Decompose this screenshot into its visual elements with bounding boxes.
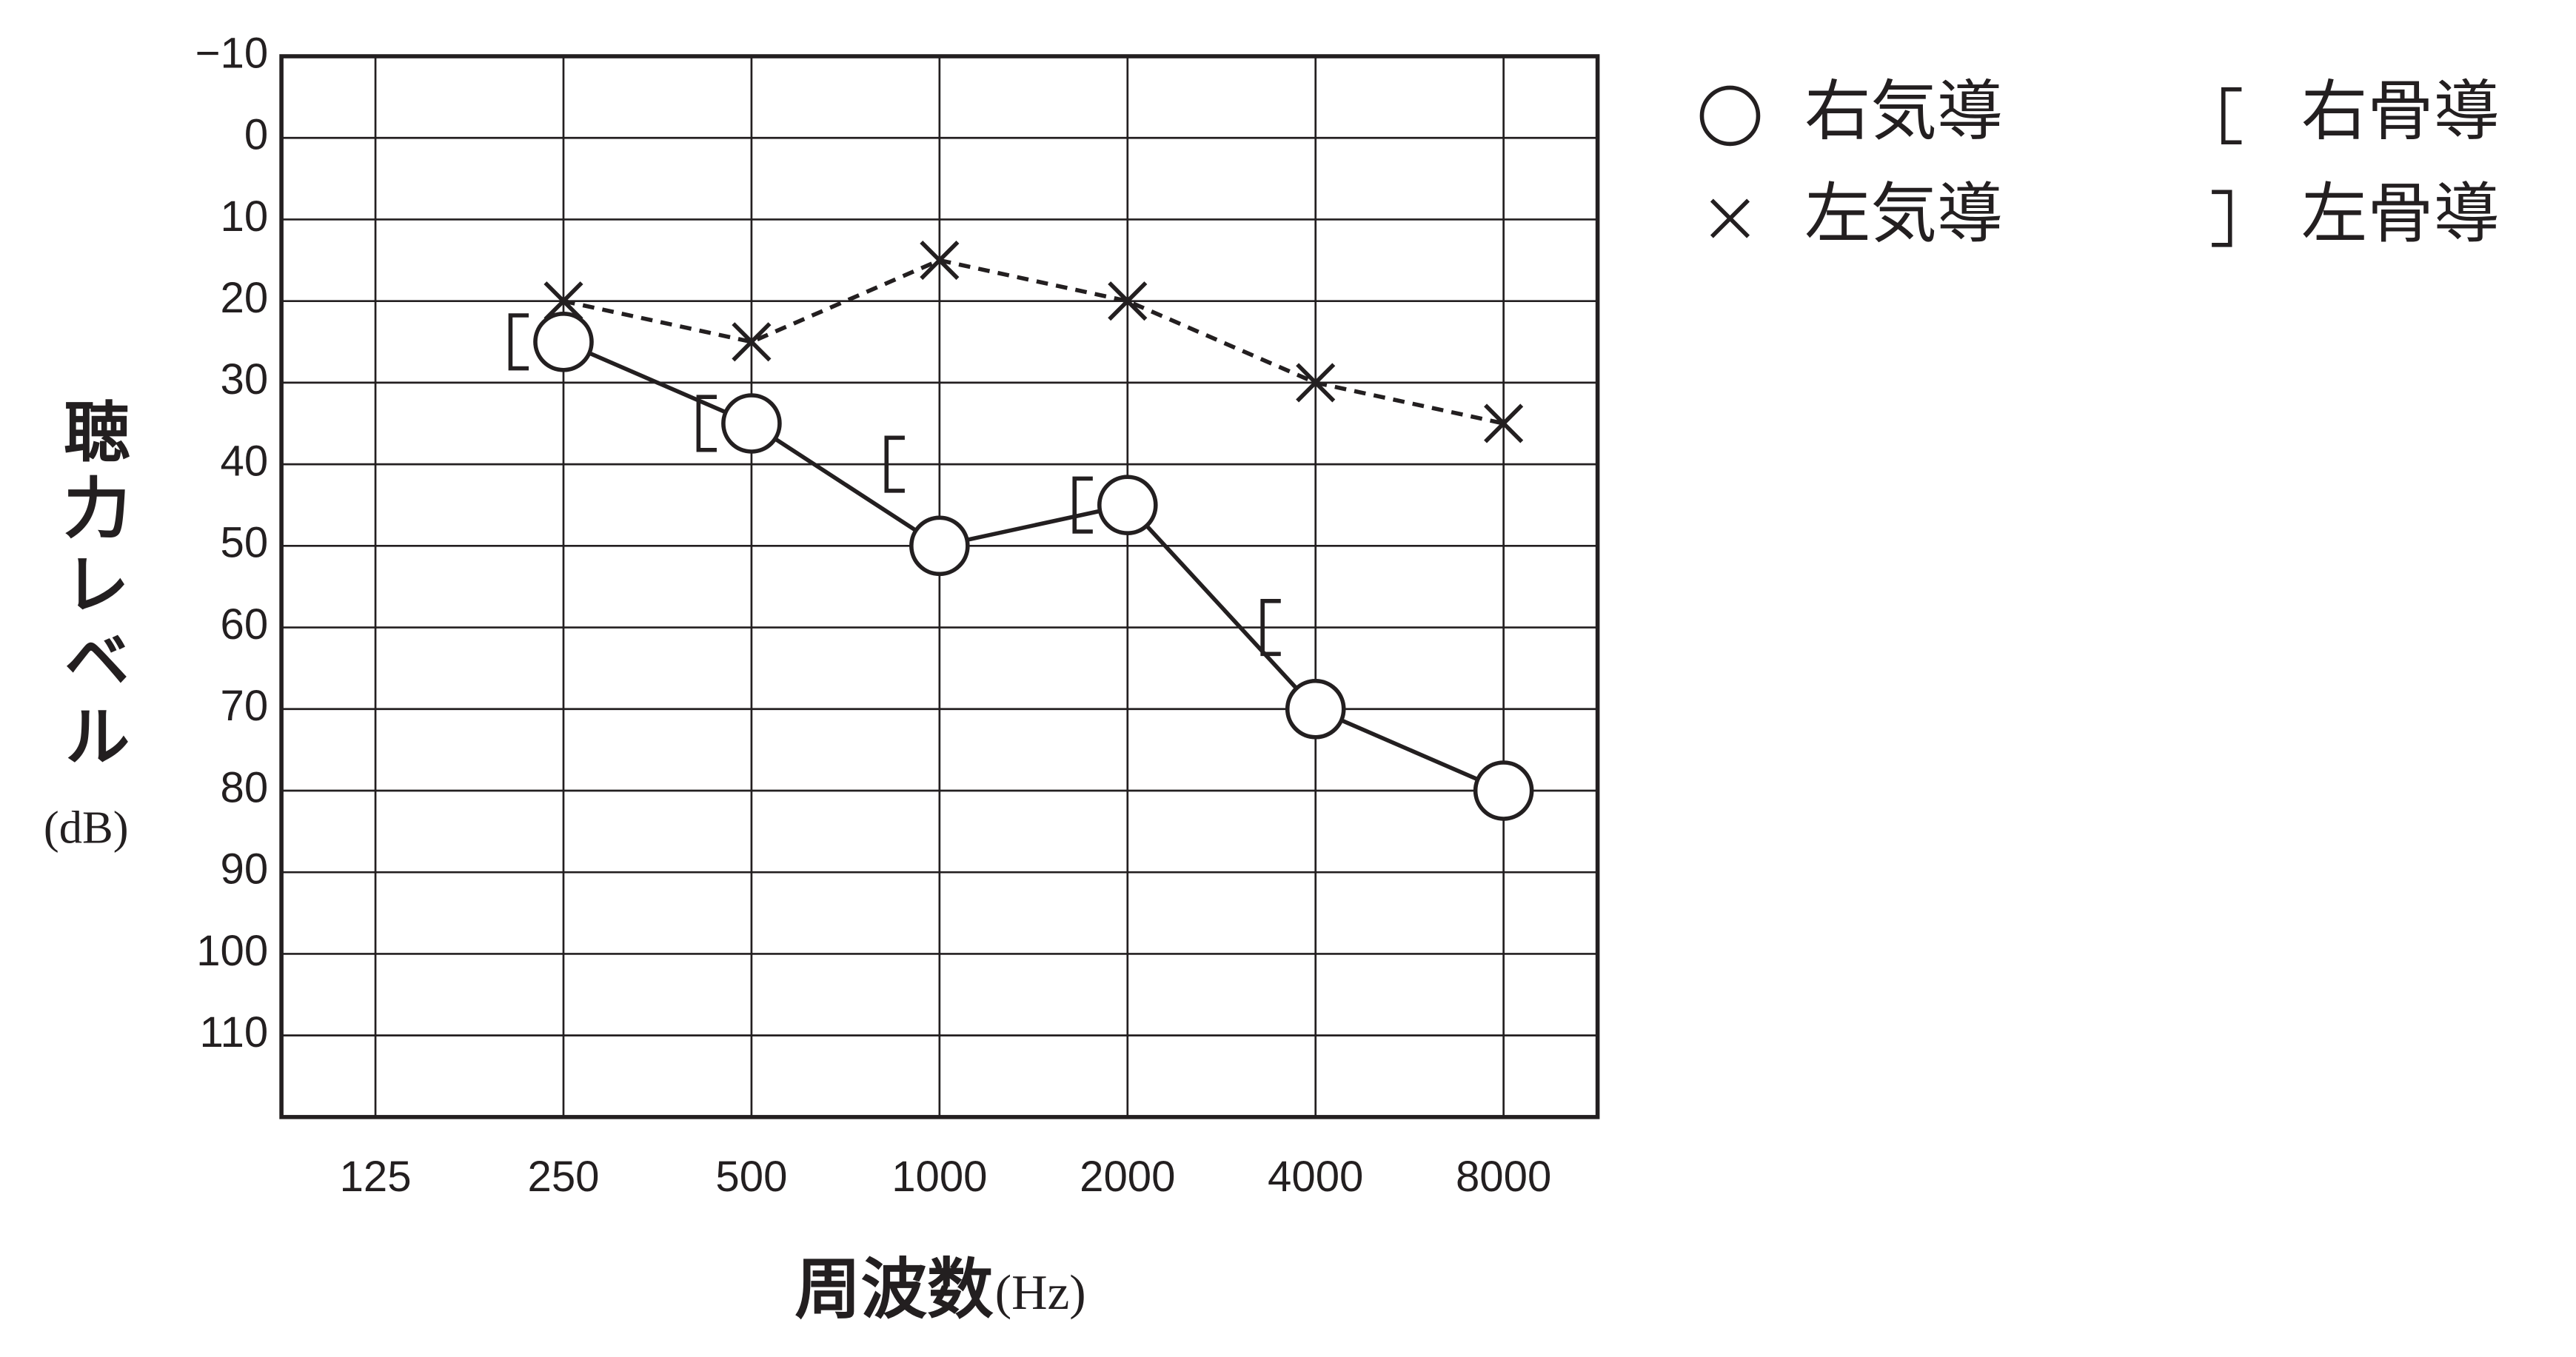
- cross-marker: [732, 322, 772, 362]
- y-tick-label: 100: [196, 927, 268, 975]
- x-tick-label: 250: [528, 1153, 600, 1201]
- marker: [1296, 363, 1336, 403]
- bracket-marker: [1072, 476, 1093, 534]
- series-line: [563, 258, 1505, 426]
- series-line: [562, 340, 1505, 793]
- y-tick-label: −10: [195, 29, 269, 77]
- cross-marker: [543, 281, 583, 321]
- marker: [1285, 678, 1346, 740]
- y-tick-label: 80: [221, 763, 269, 811]
- marker: [2221, 87, 2242, 145]
- circle-marker: [721, 393, 782, 454]
- cross-marker: [1484, 403, 1524, 443]
- bracket-marker: [508, 313, 529, 371]
- marker: [1108, 281, 1148, 321]
- cross-marker: [920, 240, 960, 281]
- circle-marker: [1699, 85, 1761, 147]
- x-axis-label: 周波数: [794, 1251, 994, 1328]
- y-tick-label: 0: [244, 111, 268, 159]
- legend-label: 左骨導: [2301, 175, 2500, 252]
- y-tick-label: 10: [221, 192, 269, 241]
- circle-marker: [1473, 760, 1534, 821]
- circle-marker: [1097, 475, 1158, 536]
- marker: [909, 515, 970, 577]
- y-axis-label: 聴力レベル: [52, 397, 130, 777]
- bracket-marker: [2221, 87, 2242, 145]
- legend-item: 左骨導: [2212, 175, 2500, 252]
- y-tick-label: 50: [221, 519, 269, 567]
- y-tick-label: 110: [200, 1008, 269, 1056]
- marker: [884, 435, 905, 493]
- cross-marker: [1296, 363, 1336, 403]
- circle-marker: [1285, 678, 1346, 740]
- marker: [1699, 85, 1761, 147]
- marker: [1484, 403, 1524, 443]
- x-tick-label: 500: [715, 1153, 787, 1201]
- y-tick-label: 90: [221, 845, 269, 894]
- legend-item: 左気導: [1710, 175, 2003, 252]
- x-tick-label: 125: [340, 1153, 412, 1201]
- y-tick-label: 70: [221, 682, 269, 730]
- x-tick-label: 1000: [891, 1153, 987, 1201]
- marker: [1260, 598, 1281, 657]
- y-tick-label: 20: [221, 274, 269, 322]
- legend-label: 左気導: [1804, 175, 2003, 252]
- bracket-marker: [696, 395, 717, 452]
- bracket-marker: [2212, 190, 2232, 247]
- bracket-marker: [884, 435, 905, 493]
- legend-item: 右骨導: [2221, 73, 2500, 150]
- marker: [2212, 190, 2232, 247]
- circle-marker: [533, 311, 594, 372]
- x-tick-label: 4000: [1268, 1153, 1363, 1201]
- marker: [721, 393, 782, 454]
- plot-border: [279, 54, 1600, 1119]
- marker: [696, 395, 717, 452]
- legend-label: 右骨導: [2301, 73, 2500, 150]
- legend-label: 右気導: [1804, 73, 2003, 150]
- marker: [1072, 476, 1093, 534]
- x-tick-label: 8000: [1456, 1153, 1551, 1201]
- marker: [543, 281, 583, 321]
- cross-marker: [1710, 198, 1750, 238]
- cross-marker: [1108, 281, 1148, 321]
- legend-item: 右気導: [1699, 73, 2003, 150]
- marker: [1097, 475, 1158, 536]
- x-tick-label: 2000: [1080, 1153, 1175, 1201]
- y-tick-label: 40: [221, 437, 269, 485]
- marker: [508, 313, 529, 371]
- x-axis-unit: (Hz): [995, 1264, 1086, 1320]
- marker: [533, 311, 594, 372]
- marker: [920, 240, 960, 281]
- marker: [1473, 760, 1534, 821]
- bracket-marker: [1260, 598, 1281, 657]
- y-tick-label: 30: [221, 355, 269, 403]
- marker: [1710, 198, 1750, 238]
- marker: [732, 322, 772, 362]
- y-axis-unit: (dB): [44, 802, 129, 854]
- circle-marker: [909, 515, 970, 577]
- y-tick-label: 60: [221, 600, 269, 649]
